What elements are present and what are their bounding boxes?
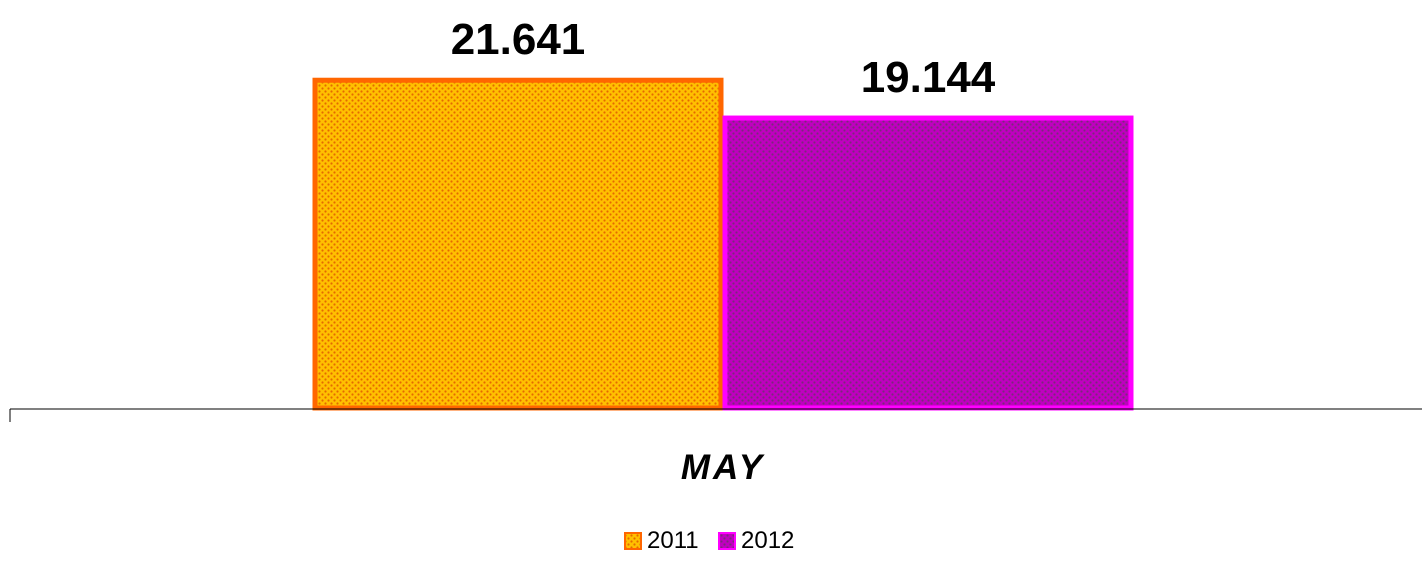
x-axis: MAY [9, 408, 1422, 487]
legend-swatch-2012 [718, 532, 736, 550]
data-label-2011: 21.641 [451, 15, 586, 64]
legend-item-2012: 2012 [718, 527, 794, 554]
legend-label-2012: 2012 [741, 527, 794, 554]
legend-swatch-2011 [624, 532, 642, 550]
legend: 2011 2012 [624, 527, 794, 554]
bar-2012-may [722, 115, 1134, 411]
legend-label-2011: 2011 [647, 527, 699, 554]
data-label-2012: 19.144 [861, 53, 996, 102]
bars-layer [312, 77, 1134, 411]
legend-item-2011: 2011 [624, 527, 699, 554]
bar-2011-may [312, 77, 724, 411]
x-tick-label: MAY [681, 448, 765, 487]
data-labels-layer: 21.641 19.144 [451, 15, 996, 102]
